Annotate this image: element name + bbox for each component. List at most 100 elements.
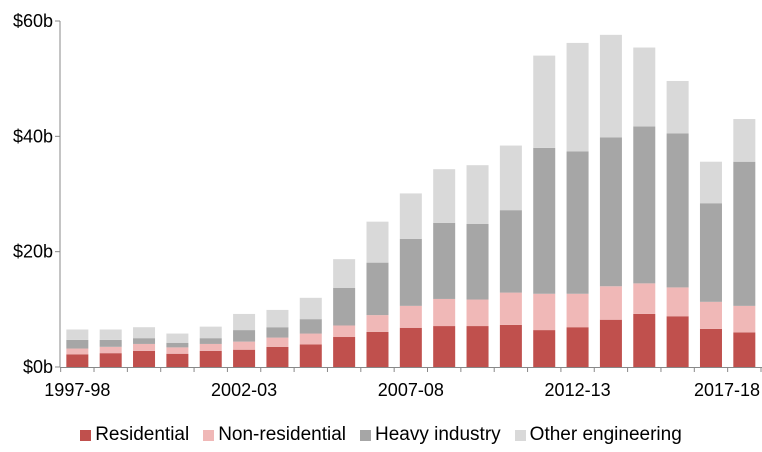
legend-item-heavy-industry: Heavy industry: [360, 424, 501, 446]
legend-swatch: [514, 429, 526, 441]
bar-heavy-industry-2017-18: [733, 161, 756, 306]
bar-residential-2015-16: [666, 316, 689, 367]
bar-non-residential-2008-09: [433, 298, 456, 327]
bar-other-engineering-2010-11: [499, 145, 522, 211]
bar-heavy-industry-1997-98: [66, 339, 89, 349]
legend: Residential Non-residential Heavy industry…: [0, 424, 762, 446]
legend-label: Heavy industry: [375, 424, 501, 445]
bar-other-engineering-2014-15: [633, 47, 656, 127]
bar-other-engineering-2015-16: [666, 80, 689, 134]
bar-heavy-industry-2001-02: [199, 338, 222, 344]
bar-heavy-industry-2005-06: [333, 288, 356, 326]
bar-other-engineering-1997-98: [66, 329, 89, 340]
legend-item-residential: Residential: [80, 424, 189, 446]
bar-heavy-industry-2004-05: [299, 319, 322, 334]
legend-label: Non-residential: [218, 424, 346, 445]
bar-non-residential-1999-00: [133, 343, 156, 351]
bar-other-engineering-2006-07: [366, 221, 389, 263]
bar-heavy-industry-2012-13: [566, 151, 589, 294]
legend-label: Residential: [95, 424, 190, 445]
bar-other-engineering-2011-12: [533, 55, 556, 148]
bar-residential-2001-02: [199, 350, 222, 367]
bar-non-residential-2004-05: [299, 333, 322, 345]
bar-other-engineering-2003-04: [266, 309, 289, 328]
y-tick-label: $0b: [23, 357, 53, 377]
bar-heavy-industry-2002-03: [233, 330, 256, 342]
bar-other-engineering-2004-05: [299, 297, 322, 320]
bar-residential-2017-18: [733, 332, 756, 367]
y-axis: $0b $20b $40b $60b: [13, 11, 61, 377]
bar-heavy-industry-2010-11: [499, 210, 522, 293]
bar-non-residential-2007-08: [399, 305, 422, 328]
bar-residential-2002-03: [233, 349, 256, 367]
bar-non-residential-2014-15: [633, 283, 656, 314]
legend-label: Other engineering: [529, 424, 682, 445]
bar-heavy-industry-2003-04: [266, 327, 289, 338]
bar-residential-1999-00: [133, 350, 156, 367]
bar-residential-2008-09: [433, 326, 456, 367]
x-tick-label: 1997-98: [44, 380, 110, 400]
bar-residential-2014-15: [633, 313, 656, 367]
bar-residential-2009-10: [466, 326, 489, 367]
bar-non-residential-2001-02: [199, 343, 222, 351]
bar-non-residential-2006-07: [366, 315, 389, 332]
bar-residential-1997-98: [66, 354, 89, 367]
bar-heavy-industry-2009-10: [466, 223, 489, 300]
bar-residential-2011-12: [533, 330, 556, 367]
legend-swatch: [360, 429, 371, 441]
bar-heavy-industry-2000-01: [166, 342, 189, 348]
bar-other-engineering-2008-09: [433, 169, 456, 223]
bar-residential-2016-17: [699, 328, 722, 367]
x-tick-label: 2002-03: [211, 380, 277, 400]
bar-residential-2003-04: [266, 346, 289, 367]
bar-heavy-industry-2014-15: [633, 126, 656, 284]
bar-other-engineering-2013-14: [599, 34, 622, 138]
bar-other-engineering-2001-02: [199, 326, 222, 339]
y-tick-label: $40b: [13, 126, 53, 146]
bar-non-residential-1998-99: [99, 346, 122, 354]
bar-non-residential-2000-01: [166, 347, 189, 354]
y-tick-label: $60b: [13, 11, 53, 31]
y-tick-label: $20b: [13, 242, 53, 262]
bar-non-residential-2016-17: [699, 301, 722, 329]
bar-other-engineering-2005-06: [333, 259, 356, 288]
x-tick-label: 2017-18: [694, 380, 760, 400]
bars-layer: [66, 34, 756, 367]
legend-item-non-residential: Non-residential: [203, 424, 346, 446]
bar-other-engineering-2007-08: [399, 193, 422, 239]
legend-swatch: [203, 429, 215, 441]
bar-other-engineering-1999-00: [133, 327, 156, 339]
bar-residential-2010-11: [499, 324, 522, 367]
bar-heavy-industry-2011-12: [533, 147, 556, 294]
bar-heavy-industry-2013-14: [599, 137, 622, 287]
legend-item-other-engineering: Other engineering: [514, 424, 682, 446]
bar-other-engineering-1998-99: [99, 329, 122, 340]
x-tick-label: 2012-13: [545, 380, 611, 400]
bar-other-engineering-2017-18: [733, 119, 756, 162]
bar-non-residential-2003-04: [266, 337, 289, 347]
bar-other-engineering-2016-17: [699, 161, 722, 204]
x-tick-label: 2007-08: [378, 380, 444, 400]
bar-heavy-industry-1999-00: [133, 338, 156, 344]
legend-swatch: [80, 429, 92, 441]
bar-residential-1998-99: [99, 353, 122, 367]
bar-non-residential-2010-11: [499, 292, 522, 325]
bar-other-engineering-2002-03: [233, 313, 256, 331]
bar-heavy-industry-2007-08: [399, 238, 422, 306]
bar-residential-2000-01: [166, 353, 189, 367]
x-axis: 1997-98 2002-03 2007-08 2012-13 2017-18: [44, 367, 762, 400]
bar-non-residential-2002-03: [233, 341, 256, 350]
bar-heavy-industry-2015-16: [666, 133, 689, 288]
bar-non-residential-1997-98: [66, 348, 89, 355]
bar-non-residential-2005-06: [333, 325, 356, 338]
bar-non-residential-2015-16: [666, 287, 689, 317]
bar-heavy-industry-1998-99: [99, 339, 122, 347]
bar-other-engineering-2012-13: [566, 42, 589, 152]
stacked-bar-chart: $0b $20b $40b $60b 1997-98 2002-03 2007-08 201…: [13, 11, 762, 400]
bar-non-residential-2017-18: [733, 305, 756, 333]
bar-residential-2006-07: [366, 331, 389, 367]
bar-other-engineering-2000-01: [166, 333, 189, 343]
bar-non-residential-2009-10: [466, 299, 489, 327]
bar-non-residential-2013-14: [599, 286, 622, 320]
bar-residential-2005-06: [333, 337, 356, 367]
